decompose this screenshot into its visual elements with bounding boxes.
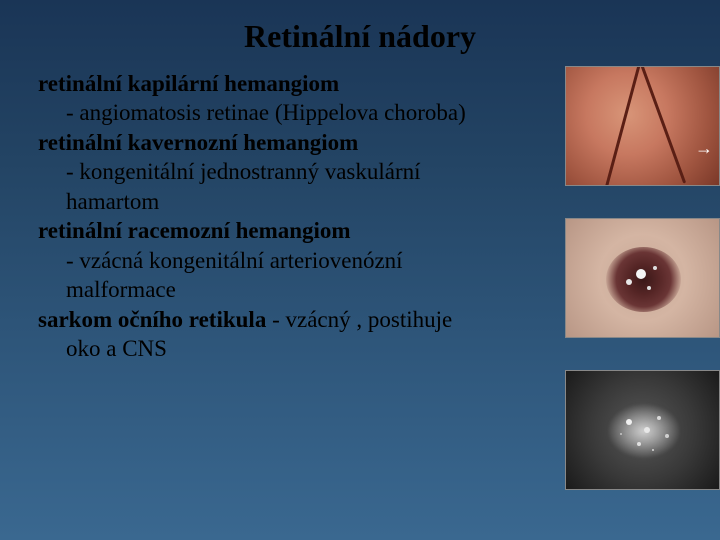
line-3: retinální kavernozní hemangiom (38, 128, 550, 157)
line-6: retinální racemozní hemangiom (38, 216, 550, 245)
line-1: retinální kapilární hemangiom (38, 69, 550, 98)
line-7: - vzácná kongenitální arteriovenózní (38, 246, 550, 275)
line-2: - angiomatosis retinae (Hippelova chorob… (38, 98, 550, 127)
fundus-image-1: → (565, 66, 720, 186)
slide-title: Retinální nádory (0, 0, 720, 69)
line-4: - kongenitální jednostranný vaskulární (38, 157, 550, 186)
arrow-icon: → (695, 138, 713, 159)
fundus-image-2 (565, 218, 720, 338)
line-8: malformace (38, 275, 550, 304)
line-9: sarkom očního retikula - vzácný , postih… (38, 305, 550, 334)
image-column: → (565, 66, 720, 490)
line-10: oko a CNS (38, 334, 550, 363)
fundus-image-3 (565, 370, 720, 490)
line-5: hamartom (38, 187, 550, 216)
